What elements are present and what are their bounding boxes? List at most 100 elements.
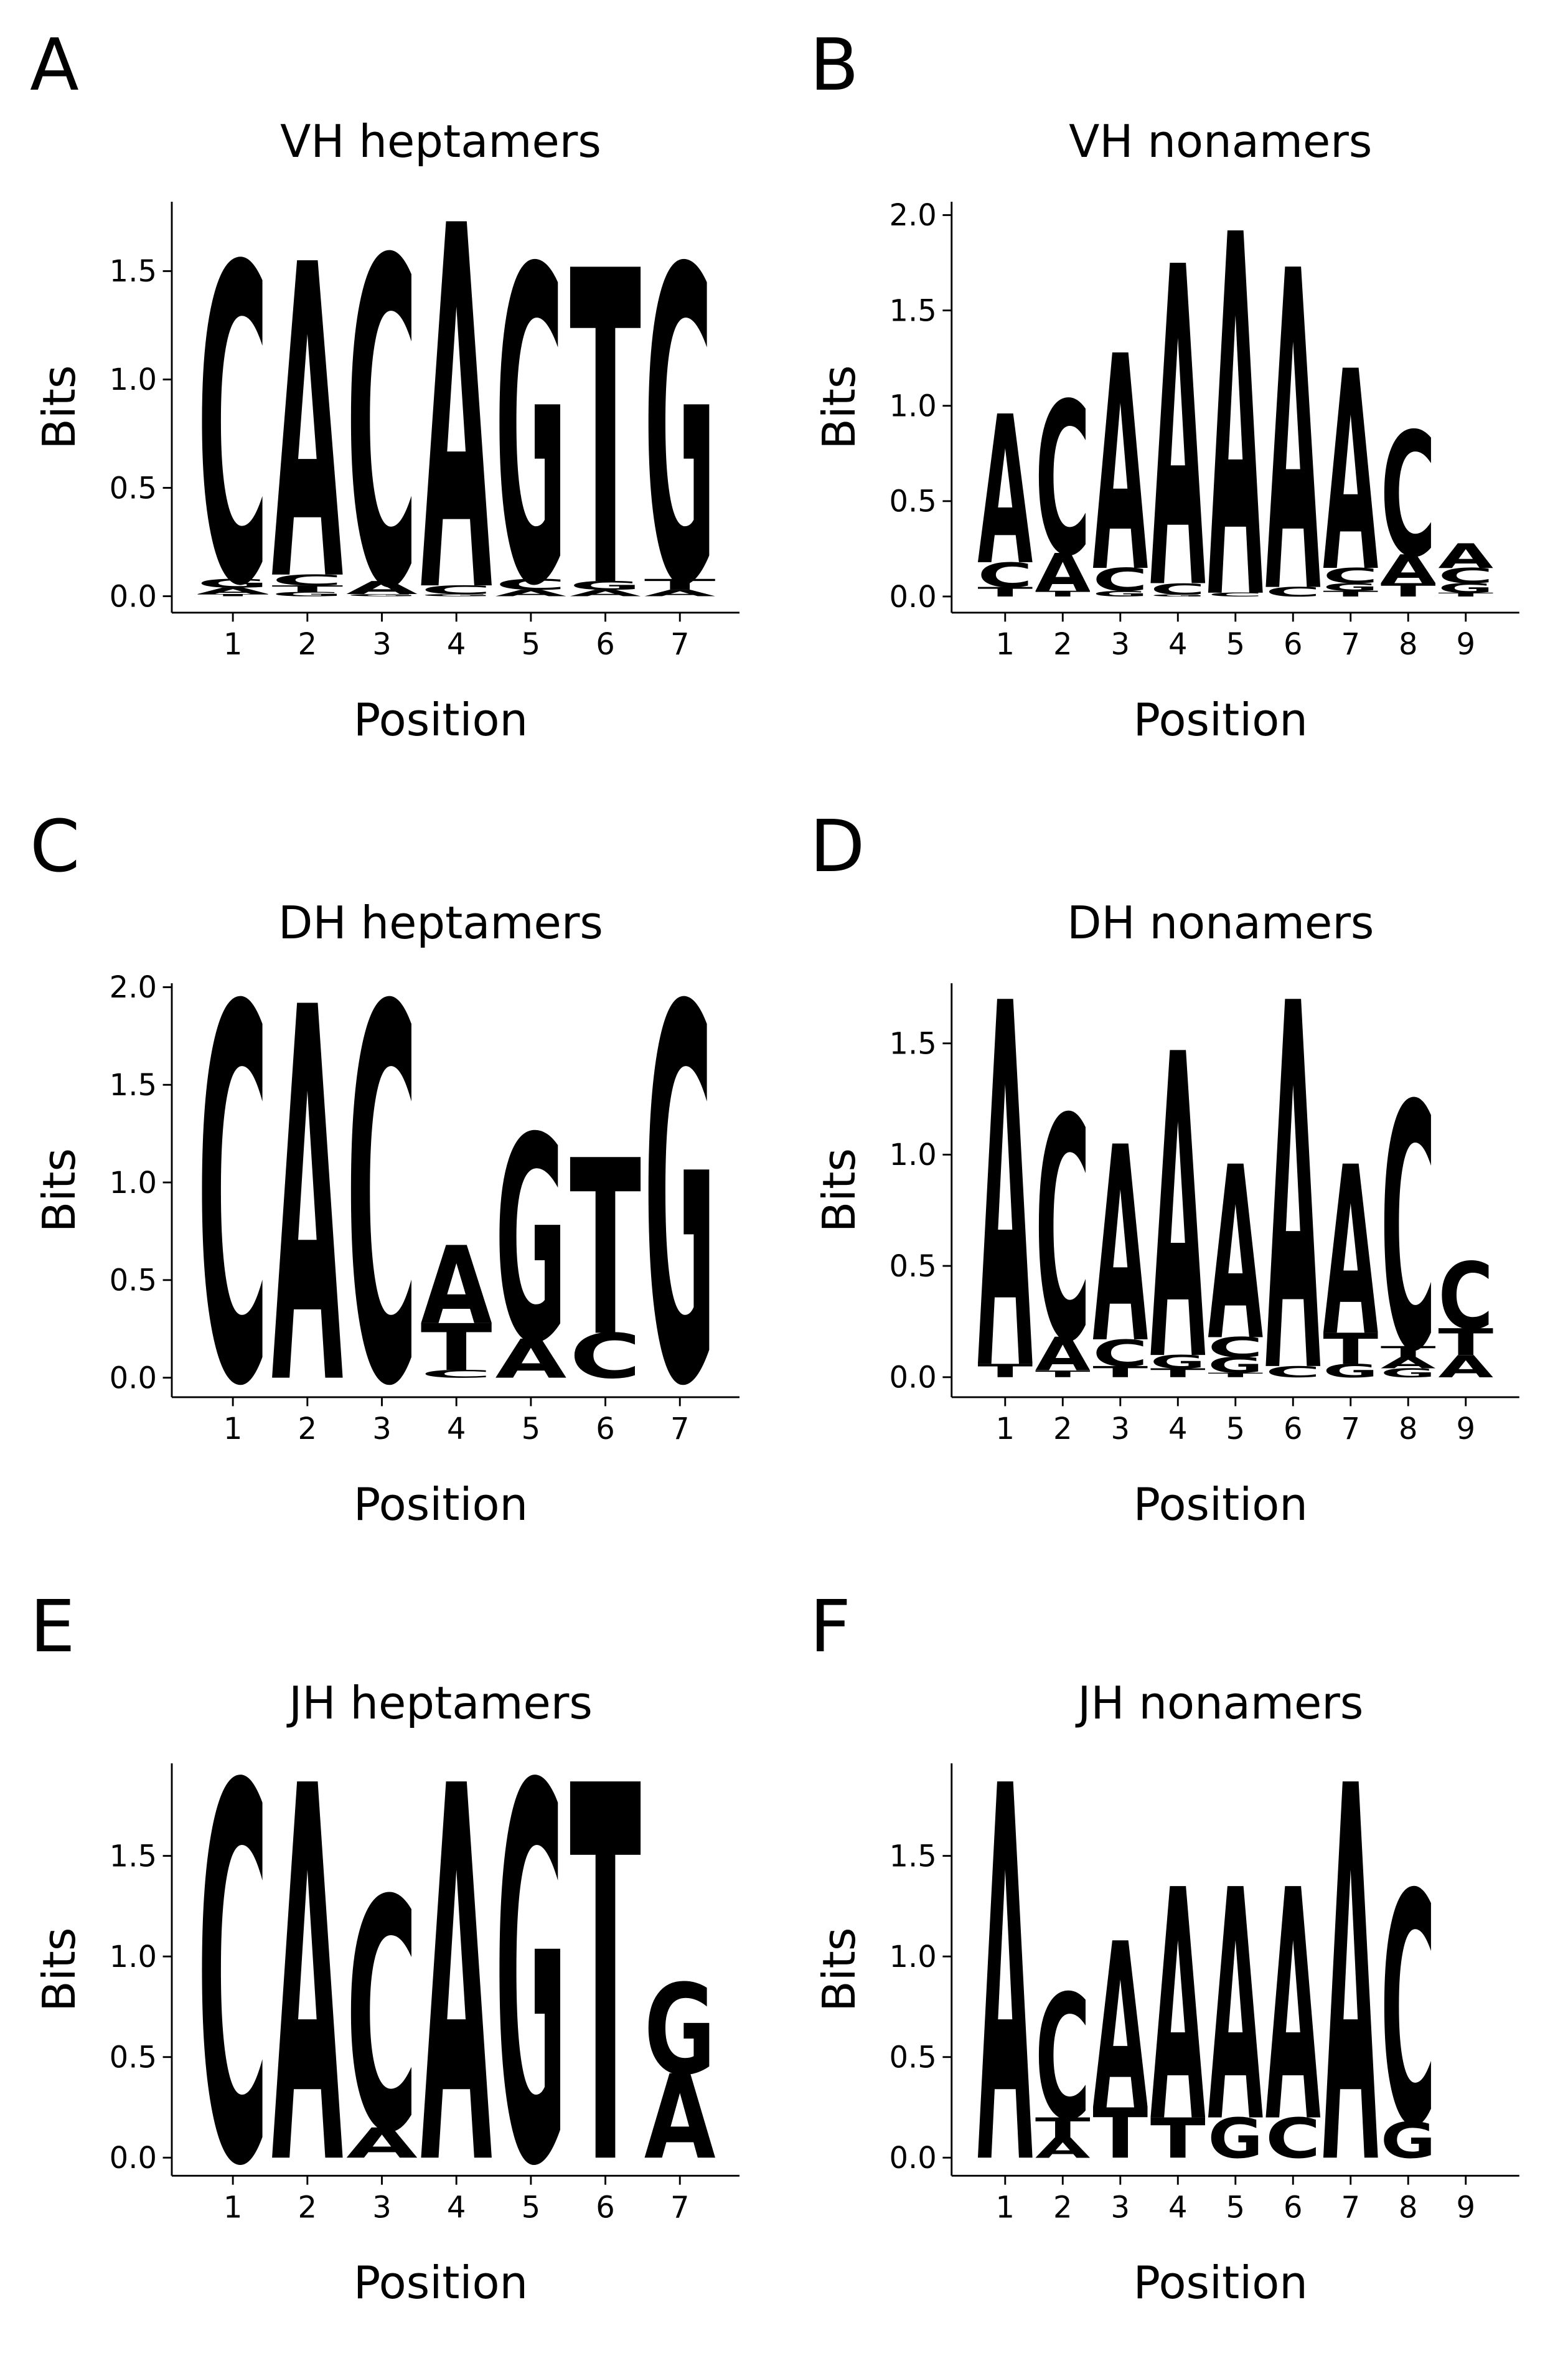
x-tick-label: 2 <box>1053 1412 1073 1446</box>
x-tick-label: 5 <box>522 1412 541 1446</box>
logo-letter: G <box>197 577 269 590</box>
x-axis-label: Position <box>354 2256 528 2309</box>
logo-letter: T <box>570 1110 642 1390</box>
logo-letter: G <box>271 591 343 598</box>
y-tick-label: 1.5 <box>889 1026 936 1061</box>
x-axis-label: Position <box>1134 2256 1308 2309</box>
y-tick-label: 1.5 <box>110 1068 157 1103</box>
logo-letter: A <box>644 2050 716 2186</box>
logo-letter: A <box>644 588 716 598</box>
y-tick-label: 0.0 <box>889 580 936 615</box>
logo-letter: C <box>346 168 418 687</box>
x-tick-label: 1 <box>996 2190 1015 2225</box>
logo-letter: T <box>644 576 716 593</box>
logo-letter: A <box>1150 176 1206 687</box>
x-tick-label: 1 <box>223 1412 243 1446</box>
x-tick-label: 2 <box>1053 627 1073 662</box>
logo-letter: T <box>1438 1321 1493 1364</box>
logo-letter: G <box>495 1679 566 2280</box>
y-tick-label: 0.0 <box>110 579 157 614</box>
logo-letter: G <box>421 593 492 597</box>
logo-letter: T <box>1150 2107 1206 2171</box>
logo-letter: C <box>197 1678 269 2280</box>
logo-letter: T <box>1381 1343 1436 1361</box>
y-tick-label: 1.5 <box>110 1839 157 1874</box>
x-tick-label: 2 <box>298 2190 317 2225</box>
logo-letter: A <box>495 588 566 598</box>
x-tick-label: 1 <box>223 2190 243 2225</box>
x-tick-label: 8 <box>1399 627 1418 662</box>
logo-letter: C <box>1208 1332 1263 1364</box>
logo-letter: G <box>1092 590 1148 599</box>
chart-title: JH heptamers <box>286 1677 593 1729</box>
logo-letter: C <box>1323 563 1378 588</box>
logo-letter: C <box>197 901 269 1500</box>
logo-letter: C <box>1092 562 1148 598</box>
x-tick-label: 8 <box>1399 1412 1418 1446</box>
logo-letter: A <box>1323 1679 1379 2280</box>
logo-letter: G <box>1208 2107 1263 2171</box>
logo-letter: A <box>1438 537 1493 576</box>
y-tick-label: 1.0 <box>889 1138 936 1172</box>
x-tick-label: 4 <box>447 627 466 662</box>
x-axis-label: Position <box>354 694 528 746</box>
x-tick-label: 1 <box>996 627 1015 662</box>
logo-letter: A <box>1092 1091 1148 1403</box>
x-tick-label: 5 <box>1226 1412 1246 1446</box>
logo-letter: T <box>1323 589 1378 598</box>
x-tick-label: 2 <box>1053 2190 1073 2225</box>
x-axis-label: Position <box>1134 694 1308 746</box>
logo-letter: C <box>1438 563 1493 588</box>
x-tick-label: 4 <box>1168 2190 1188 2225</box>
y-tick-label: 2.0 <box>110 970 157 1005</box>
logo-letter: T <box>1208 1372 1263 1379</box>
logo-letter: T <box>1035 589 1091 598</box>
x-tick-label: 1 <box>996 1412 1015 1446</box>
panel-label: C <box>30 805 80 889</box>
y-tick-label: 0.5 <box>110 1263 157 1298</box>
logo-letter: A <box>1323 1118 1379 1389</box>
x-tick-label: 4 <box>1168 627 1188 662</box>
logo-letter: A <box>271 1679 344 2280</box>
logo-letter: C <box>1035 1959 1091 2159</box>
logo-letter: A <box>977 900 1033 1483</box>
x-axis-label: Position <box>1134 1478 1308 1530</box>
y-axis-label: Bits <box>813 1148 865 1232</box>
chart-title: DH heptamers <box>278 897 603 949</box>
y-tick-label: 0.0 <box>889 2141 936 2176</box>
x-tick-label: 2 <box>298 627 317 662</box>
panel-label: E <box>30 1585 75 1669</box>
logo-letter: C <box>1035 1055 1091 1410</box>
x-tick-label: 3 <box>372 2190 392 2225</box>
logo-letter: C <box>346 901 418 1500</box>
chart-title: JH nonamers <box>1075 1677 1363 1729</box>
x-axis-label: Position <box>354 1478 528 1530</box>
logo-letter: G <box>570 578 641 592</box>
logo-letter: C <box>1035 359 1091 602</box>
logo-letter: T <box>570 1679 642 2280</box>
logo-letter: G <box>1150 594 1206 597</box>
logo-letter: G <box>346 593 418 597</box>
x-tick-label: 7 <box>1341 2190 1360 2225</box>
logo-letter: T <box>1150 1366 1206 1380</box>
y-tick-label: 2.0 <box>889 198 936 233</box>
logo-letter: A <box>977 1679 1033 2280</box>
logo-letter: C <box>1381 1827 1436 2197</box>
logo-letter: A <box>1381 1354 1436 1372</box>
logo-letter: C <box>271 572 343 589</box>
logo-letter: T <box>1092 2094 1148 2174</box>
logo-letter: C <box>1208 592 1263 598</box>
y-tick-label: 1.0 <box>110 1166 157 1200</box>
logo-letter: A <box>1150 1824 1206 2193</box>
logo-letter: A <box>1381 547 1436 593</box>
logo-letter: A <box>421 1224 492 1348</box>
logo-letter: T <box>977 584 1033 600</box>
logo-letter: C <box>1381 1035 1436 1426</box>
logo-letter: G <box>644 179 716 681</box>
logo-letter: A <box>1035 2132 1091 2164</box>
logo-letter: T <box>1092 1363 1148 1381</box>
logo-letter: A <box>495 1327 566 1390</box>
logo-letter: G <box>1208 1353 1263 1378</box>
x-tick-label: 6 <box>1284 627 1303 662</box>
